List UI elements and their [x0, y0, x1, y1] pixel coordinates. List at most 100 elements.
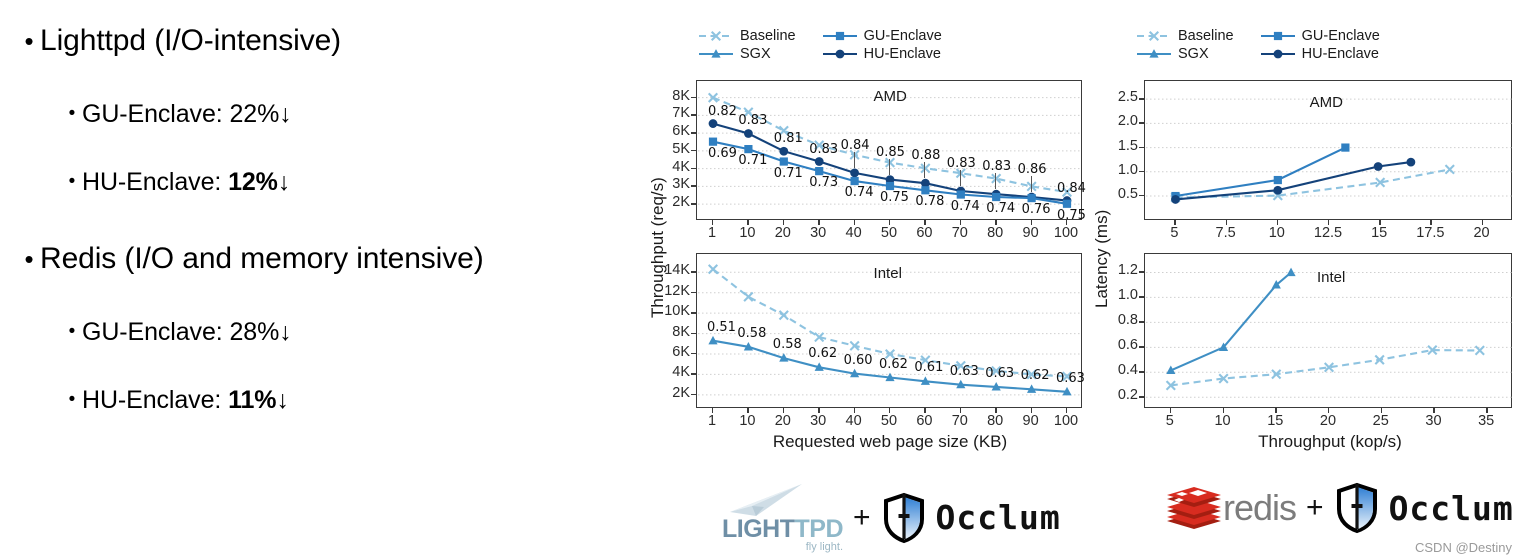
x-tick-label: 80 — [987, 413, 1004, 429]
y-tick-mark — [1139, 170, 1144, 173]
x-tick-mark — [1066, 408, 1068, 413]
x-tick-mark — [1222, 408, 1224, 413]
y-tick-mark — [1139, 195, 1144, 197]
y-tick-label: 0.4 — [1117, 362, 1138, 379]
y-tick-label: 6K — [672, 123, 690, 140]
x-tick-label: 20 — [774, 413, 791, 429]
x-tick-mark — [889, 408, 891, 413]
legend-item-hu-enclave: HU-Enclave — [822, 46, 942, 62]
chart-legend: Baseline GU-Enclave SGX HU-Enclave — [698, 28, 942, 62]
leader-line — [853, 151, 855, 168]
figure-redis-latency: Baseline GU-Enclave SGX HU-Enclave 0.5 1.0 1.5… — [1090, 28, 1518, 468]
x-tick-mark — [1030, 220, 1032, 225]
y-tick-mark — [691, 312, 696, 314]
occlum-logo: Occlum — [881, 492, 1061, 544]
x-tick-label: 20 — [1473, 225, 1490, 241]
series-baseline — [707, 92, 1073, 198]
plus-icon: + — [853, 500, 871, 534]
data-label: 0.83 — [738, 113, 768, 129]
x-tick-mark — [1380, 408, 1383, 413]
series-gu-enclave — [708, 137, 1072, 208]
y-tick-mark — [691, 149, 696, 152]
x-tick-mark — [924, 408, 926, 413]
plot-svg — [698, 264, 1082, 396]
y-tick-label: 8K — [672, 87, 690, 104]
series-baseline — [1165, 345, 1485, 391]
redis-wordmark: redis — [1223, 487, 1297, 528]
legend-label: HU-Enclave — [863, 46, 941, 62]
x-tick-mark — [1174, 220, 1176, 225]
plot-svg — [1146, 98, 1512, 204]
legend-item-baseline: Baseline — [1136, 28, 1234, 44]
x-tick-mark — [995, 220, 997, 225]
plot-svg — [698, 92, 1082, 208]
bullet-marker-icon: • — [68, 389, 76, 410]
y-tick-label: 12K — [664, 282, 690, 299]
bullet-label-emphasis: 11% — [228, 386, 277, 414]
occlum-shield-icon — [883, 492, 924, 543]
x-tick-label: 40 — [845, 225, 862, 241]
y-tick-label: 6K — [672, 344, 690, 360]
bullet-label: GU-Enclave: 28%↓ — [82, 318, 292, 346]
data-label: 0.85 — [876, 144, 905, 160]
x-tick-label: 60 — [916, 225, 933, 241]
x-tick-label: 30 — [810, 225, 827, 241]
data-label: 0.83 — [809, 141, 839, 157]
bullet-label: HU-Enclave: 12%↓ — [82, 160, 290, 204]
x-tick-mark — [782, 220, 785, 225]
data-label: 0.82 — [708, 103, 737, 119]
y-tick-mark — [691, 114, 696, 116]
legend-item-hu-enclave: HU-Enclave — [1260, 46, 1380, 62]
panel-title: Intel — [1316, 269, 1346, 286]
y-tick-mark — [691, 393, 696, 396]
x-tick-label: 30 — [810, 413, 827, 429]
x-tick-mark — [1030, 408, 1032, 413]
y-tick-mark — [1139, 98, 1144, 100]
x-tick-label: 50 — [880, 225, 898, 241]
x-tick-label: 10 — [1268, 225, 1285, 241]
y-tick-label: 10K — [664, 303, 690, 320]
x-tick-mark — [853, 220, 855, 225]
bullet-label-suffix: ↓ — [276, 386, 289, 414]
leader-line — [1030, 176, 1032, 193]
x-tick-label: 60 — [916, 413, 933, 429]
occlum-logo: Occlum — [1334, 482, 1514, 534]
y-tick-mark — [691, 373, 696, 375]
y-tick-mark — [1139, 296, 1144, 298]
y-tick-mark — [691, 96, 696, 99]
x-tick-label: 20 — [774, 225, 791, 241]
logo-row-lighttpd-occlum: LIGHTTPD fly light. + Occlum — [722, 482, 1061, 553]
y-axis-title: Throughput (req/s) — [648, 177, 667, 318]
legend-swatch-icon — [699, 30, 733, 42]
bullet-label: Redis (I/O and memory intensive) — [40, 242, 484, 275]
x-tick-mark — [1379, 220, 1381, 225]
series-baseline — [707, 264, 1073, 382]
data-label: 0.74 — [844, 185, 874, 201]
x-tick-mark — [747, 408, 749, 413]
x-tick-label: 10 — [1214, 413, 1231, 429]
panel-title: AMD — [1309, 94, 1343, 111]
figure-lighttpd-throughput: Baseline GU-Enclave SGX HU-Enclave 2K 3K 4K 5K 6… — [640, 28, 1100, 468]
bullet-label: HU-Enclave: 11%↓ — [82, 378, 289, 422]
x-tick-label: 100 — [1053, 413, 1079, 429]
bullet-list: • Lighttpd (I/O-intensive) • GU-Enclave:… — [0, 18, 655, 428]
y-tick-label: 2K — [672, 194, 690, 211]
y-tick-label: 5K — [672, 140, 690, 157]
logo-row-redis-occlum: redis + Occlum — [1165, 482, 1514, 534]
bullet-label-emphasis: 12% — [228, 168, 278, 196]
chart-legend: Baseline GU-Enclave SGX HU-Enclave — [1136, 28, 1380, 62]
x-tick-label: 1 — [707, 225, 717, 241]
x-tick-label: 10 — [739, 413, 756, 429]
lighttpd-logo: LIGHTTPD fly light. — [722, 482, 843, 553]
y-axis-title: Latency (ms) — [1092, 209, 1111, 308]
x-tick-mark — [1328, 408, 1330, 413]
data-label: 0.62 — [808, 346, 838, 362]
y-tick-mark — [691, 185, 696, 187]
data-label: 0.71 — [773, 165, 803, 181]
legend-swatch-icon — [822, 31, 857, 41]
x-tick-mark — [959, 408, 962, 413]
leader-line — [959, 169, 961, 186]
data-label: 0.76 — [1021, 202, 1051, 218]
data-label: 0.75 — [880, 190, 909, 206]
data-label: 0.63 — [949, 363, 979, 379]
